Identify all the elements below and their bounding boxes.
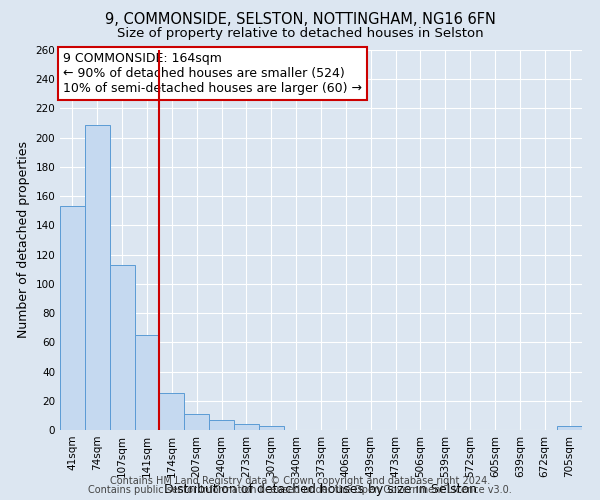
Bar <box>134 335 160 430</box>
Bar <box>209 420 234 430</box>
Text: Size of property relative to detached houses in Selston: Size of property relative to detached ho… <box>116 28 484 40</box>
Bar <box>234 424 259 430</box>
Bar <box>60 206 85 430</box>
Bar <box>110 265 134 430</box>
Bar <box>259 426 284 430</box>
Text: 9, COMMONSIDE, SELSTON, NOTTINGHAM, NG16 6FN: 9, COMMONSIDE, SELSTON, NOTTINGHAM, NG16… <box>104 12 496 28</box>
Bar <box>557 426 582 430</box>
Bar <box>184 414 209 430</box>
Text: 9 COMMONSIDE: 164sqm
← 90% of detached houses are smaller (524)
10% of semi-deta: 9 COMMONSIDE: 164sqm ← 90% of detached h… <box>62 52 362 95</box>
X-axis label: Distribution of detached houses by size in Selston: Distribution of detached houses by size … <box>164 482 478 496</box>
Y-axis label: Number of detached properties: Number of detached properties <box>17 142 30 338</box>
Bar <box>85 124 110 430</box>
Text: Contains public sector information licensed under the Open Government Licence v3: Contains public sector information licen… <box>88 485 512 495</box>
Bar <box>160 394 184 430</box>
Text: Contains HM Land Registry data © Crown copyright and database right 2024.: Contains HM Land Registry data © Crown c… <box>110 476 490 486</box>
